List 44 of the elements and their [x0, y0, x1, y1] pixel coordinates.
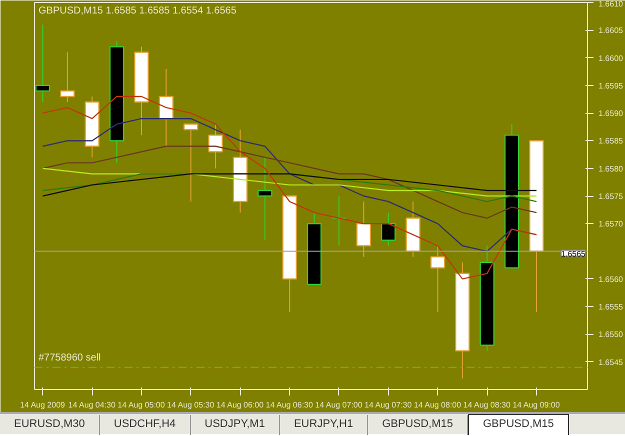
x-tick-label: 14 Aug 04:30 [68, 400, 116, 410]
line-series [42, 96, 538, 280]
candlestick [430, 245, 446, 313]
x-tick-label: 14 Aug 08:30 [463, 400, 512, 410]
y-tick-label: 1.6555 [598, 302, 624, 312]
x-tick-label: 14 Aug 06:30 [266, 400, 314, 410]
y-tick-label: 1.6545 [598, 358, 624, 367]
y-tick-label: 1.6605 [598, 26, 624, 36]
candlestick [208, 124, 223, 169]
chart-title: GBPUSD,M15 1.6585 1.6585 1.6554 1.6565 [38, 6, 237, 16]
x-tick-label: 14 Aug 2009 [20, 400, 66, 410]
x-tick-label: 14 Aug 09:00 [512, 400, 560, 410]
y-tick-label: 1.6580 [598, 164, 624, 174]
x-tick-label: 14 Aug 08:00 [414, 400, 462, 410]
text: USDJPY,M1 [190, 415, 280, 435]
ref-line-label: 1.6565 [561, 249, 586, 258]
text: GBPUSD,M15 [468, 414, 569, 435]
text: USDCHF,H4 [100, 415, 191, 435]
y-tick-label: 1.6595 [598, 81, 624, 90]
x-tick-label: 14 Aug 07:00 [315, 400, 363, 410]
x-tick-label: 14 Aug 07:30 [364, 400, 412, 410]
x-tick-label: 14 Aug 06:00 [216, 400, 264, 410]
candlestick [258, 156, 272, 241]
y-tick-label: 1.6570 [598, 220, 624, 229]
text: EURJPY,H1 [280, 415, 368, 435]
y-tick-label: 1.6550 [598, 330, 624, 340]
x-tick-label: 14 Aug 05:00 [118, 400, 166, 410]
candlestick [35, 24, 50, 103]
candlestick [332, 196, 346, 246]
x-tick-label: 14 Aug 05:30 [167, 400, 215, 410]
candlestick [356, 201, 372, 258]
ref-line-label: #7758960 sell [38, 352, 101, 364]
y-tick-label: 1.6560 [598, 274, 624, 284]
candlestick [183, 124, 198, 202]
y-tick-label: 1.6575 [598, 192, 624, 201]
y-tick-label: 1.6600 [598, 54, 624, 63]
y-tick-label: 1.6585 [598, 136, 624, 146]
y-tick-label: 1.6610 [598, 0, 624, 8]
line-series [42, 173, 538, 197]
y-tick-label: 1.6590 [598, 109, 624, 118]
text: EURUSD,M30 [0, 415, 100, 435]
candlestick [380, 212, 396, 246]
text: GBPUSD,M15 [368, 415, 468, 435]
candlestick [60, 52, 75, 103]
